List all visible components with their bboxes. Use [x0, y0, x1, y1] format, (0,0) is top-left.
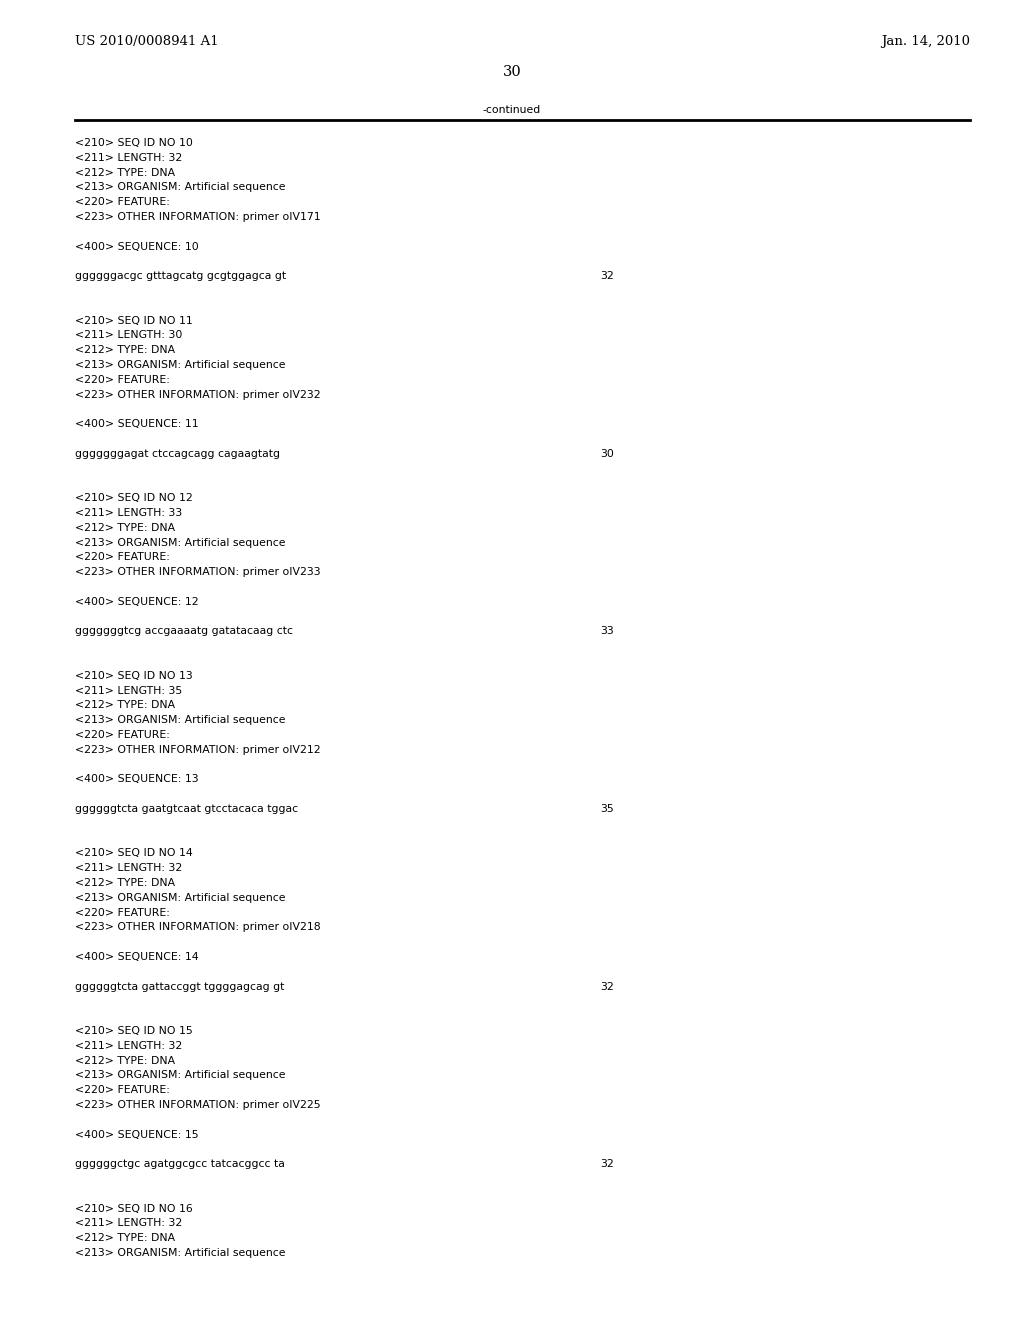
Text: 32: 32 [600, 1159, 613, 1170]
Text: <400> SEQUENCE: 13: <400> SEQUENCE: 13 [75, 775, 199, 784]
Text: ggggggacgc gtttagcatg gcgtggagca gt: ggggggacgc gtttagcatg gcgtggagca gt [75, 271, 286, 281]
Text: <213> ORGANISM: Artificial sequence: <213> ORGANISM: Artificial sequence [75, 715, 286, 725]
Text: ggggggtcta gattaccggt tggggagcag gt: ggggggtcta gattaccggt tggggagcag gt [75, 982, 285, 991]
Text: <213> ORGANISM: Artificial sequence: <213> ORGANISM: Artificial sequence [75, 537, 286, 548]
Text: <210> SEQ ID NO 14: <210> SEQ ID NO 14 [75, 849, 193, 858]
Text: <211> LENGTH: 35: <211> LENGTH: 35 [75, 685, 182, 696]
Text: <400> SEQUENCE: 10: <400> SEQUENCE: 10 [75, 242, 199, 252]
Text: <220> FEATURE:: <220> FEATURE: [75, 908, 170, 917]
Text: <400> SEQUENCE: 15: <400> SEQUENCE: 15 [75, 1130, 199, 1139]
Text: <210> SEQ ID NO 12: <210> SEQ ID NO 12 [75, 494, 193, 503]
Text: ggggggctgc agatggcgcc tatcacggcc ta: ggggggctgc agatggcgcc tatcacggcc ta [75, 1159, 285, 1170]
Text: <223> OTHER INFORMATION: primer oIV212: <223> OTHER INFORMATION: primer oIV212 [75, 744, 321, 755]
Text: 32: 32 [600, 271, 613, 281]
Text: <220> FEATURE:: <220> FEATURE: [75, 1085, 170, 1096]
Text: <211> LENGTH: 30: <211> LENGTH: 30 [75, 330, 182, 341]
Text: gggggggagat ctccagcagg cagaagtatg: gggggggagat ctccagcagg cagaagtatg [75, 449, 280, 459]
Text: <211> LENGTH: 32: <211> LENGTH: 32 [75, 1218, 182, 1229]
Text: <220> FEATURE:: <220> FEATURE: [75, 552, 170, 562]
Text: <223> OTHER INFORMATION: primer oIV171: <223> OTHER INFORMATION: primer oIV171 [75, 213, 321, 222]
Text: <213> ORGANISM: Artificial sequence: <213> ORGANISM: Artificial sequence [75, 1071, 286, 1080]
Text: gggggggtcg accgaaaatg gatatacaag ctc: gggggggtcg accgaaaatg gatatacaag ctc [75, 627, 293, 636]
Text: <212> TYPE: DNA: <212> TYPE: DNA [75, 1056, 175, 1065]
Text: <212> TYPE: DNA: <212> TYPE: DNA [75, 346, 175, 355]
Text: 30: 30 [503, 65, 521, 79]
Text: <213> ORGANISM: Artificial sequence: <213> ORGANISM: Artificial sequence [75, 182, 286, 193]
Text: <220> FEATURE:: <220> FEATURE: [75, 197, 170, 207]
Text: <400> SEQUENCE: 12: <400> SEQUENCE: 12 [75, 597, 199, 607]
Text: 35: 35 [600, 804, 613, 814]
Text: <211> LENGTH: 33: <211> LENGTH: 33 [75, 508, 182, 517]
Text: <212> TYPE: DNA: <212> TYPE: DNA [75, 523, 175, 533]
Text: <223> OTHER INFORMATION: primer oIV225: <223> OTHER INFORMATION: primer oIV225 [75, 1100, 321, 1110]
Text: <211> LENGTH: 32: <211> LENGTH: 32 [75, 1040, 182, 1051]
Text: <212> TYPE: DNA: <212> TYPE: DNA [75, 1233, 175, 1243]
Text: <213> ORGANISM: Artificial sequence: <213> ORGANISM: Artificial sequence [75, 1247, 286, 1258]
Text: 33: 33 [600, 627, 613, 636]
Text: US 2010/0008941 A1: US 2010/0008941 A1 [75, 36, 219, 48]
Text: <220> FEATURE:: <220> FEATURE: [75, 375, 170, 385]
Text: <211> LENGTH: 32: <211> LENGTH: 32 [75, 153, 182, 162]
Text: <210> SEQ ID NO 10: <210> SEQ ID NO 10 [75, 139, 193, 148]
Text: <210> SEQ ID NO 15: <210> SEQ ID NO 15 [75, 1026, 193, 1036]
Text: 30: 30 [600, 449, 613, 459]
Text: <400> SEQUENCE: 14: <400> SEQUENCE: 14 [75, 952, 199, 962]
Text: <213> ORGANISM: Artificial sequence: <213> ORGANISM: Artificial sequence [75, 360, 286, 370]
Text: <212> TYPE: DNA: <212> TYPE: DNA [75, 168, 175, 178]
Text: <211> LENGTH: 32: <211> LENGTH: 32 [75, 863, 182, 874]
Text: <210> SEQ ID NO 11: <210> SEQ ID NO 11 [75, 315, 193, 326]
Text: <212> TYPE: DNA: <212> TYPE: DNA [75, 878, 175, 888]
Text: <210> SEQ ID NO 13: <210> SEQ ID NO 13 [75, 671, 193, 681]
Text: <213> ORGANISM: Artificial sequence: <213> ORGANISM: Artificial sequence [75, 892, 286, 903]
Text: <223> OTHER INFORMATION: primer oIV232: <223> OTHER INFORMATION: primer oIV232 [75, 389, 321, 400]
Text: ggggggtcta gaatgtcaat gtcctacaca tggac: ggggggtcta gaatgtcaat gtcctacaca tggac [75, 804, 298, 814]
Text: <400> SEQUENCE: 11: <400> SEQUENCE: 11 [75, 420, 199, 429]
Text: 32: 32 [600, 982, 613, 991]
Text: <220> FEATURE:: <220> FEATURE: [75, 730, 170, 741]
Text: <210> SEQ ID NO 16: <210> SEQ ID NO 16 [75, 1204, 193, 1213]
Text: <212> TYPE: DNA: <212> TYPE: DNA [75, 701, 175, 710]
Text: Jan. 14, 2010: Jan. 14, 2010 [881, 36, 970, 48]
Text: -continued: -continued [483, 106, 541, 115]
Text: <223> OTHER INFORMATION: primer oIV218: <223> OTHER INFORMATION: primer oIV218 [75, 923, 321, 932]
Text: <223> OTHER INFORMATION: primer oIV233: <223> OTHER INFORMATION: primer oIV233 [75, 568, 321, 577]
